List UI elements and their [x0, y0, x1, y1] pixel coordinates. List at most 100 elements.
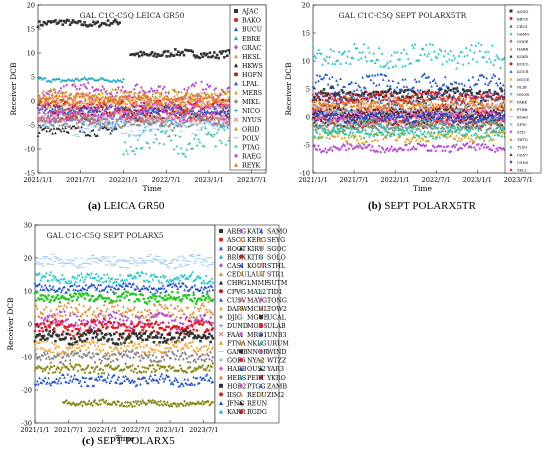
panel-a-point [209, 51, 212, 54]
panel-a-point [177, 50, 180, 53]
panel-a-legend-marker [234, 18, 238, 22]
panel-a-xtick-label: 2023/1/1 [194, 176, 223, 184]
panel-a-xtick-label: 2021/1/1 [23, 176, 52, 184]
panel-a-ytick-label: -10 [25, 146, 35, 154]
panel-a-legend-label: BAKO [242, 18, 261, 25]
panel-a-point [41, 24, 44, 27]
panel-b-point [399, 91, 402, 94]
panel-a-ytick-label: 0 [31, 98, 35, 106]
panel-b-point [349, 91, 352, 94]
panel-a-legend-label: MIKL [242, 99, 261, 106]
panel-a-point [139, 51, 142, 54]
panel-a-title: GAL C1C-C5Q LEICA GR50 [80, 11, 185, 20]
panel-a-point [155, 55, 158, 58]
panel-a-legend-label: HKWS [242, 63, 263, 70]
panel-a-point [164, 50, 167, 53]
panel-a-point [83, 21, 86, 24]
panel-a-legend-label: RAEG [242, 153, 261, 160]
panel-a-point [79, 20, 82, 23]
panel-a-point [216, 54, 219, 57]
panel-a-ytick-label: 10 [27, 50, 35, 58]
panel-a-point [227, 49, 230, 52]
panel-a-point [52, 104, 55, 107]
panel-a-point [212, 55, 215, 58]
panel-b-point [401, 95, 404, 98]
panel-a-legend-label: HOFN [242, 72, 263, 79]
panel-a-point [191, 51, 194, 54]
panel-a-xtick-label: 2022/7/1 [152, 176, 181, 184]
panel-a-point [141, 54, 144, 57]
panel-a-point [207, 56, 210, 59]
panel-a-point [154, 52, 157, 55]
panel-a-point [183, 54, 186, 57]
panel-a-point [199, 57, 202, 60]
panel-b-point [323, 88, 326, 91]
panel-a-point [175, 53, 178, 56]
panel-b-point [397, 124, 400, 127]
panel-a-legend-marker [234, 72, 238, 76]
panel-a-point [96, 21, 99, 24]
panel-a-legend-label: GRAC [242, 45, 261, 52]
panel-a-point [181, 51, 184, 54]
panel-a-ylabel: Receiver DCB [9, 62, 18, 116]
panel-a-point [38, 20, 41, 23]
panel-a-ytick-label: 20 [27, 2, 35, 10]
panel-b-point [456, 90, 459, 93]
panel-a-point [201, 55, 204, 58]
panel-a-legend-label: POLV [242, 135, 260, 142]
panel-a-point [161, 54, 164, 57]
panel-a-point [54, 19, 57, 22]
panel-a-xtick-label: 2021/7/1 [66, 176, 95, 184]
panel-a-legend-marker [234, 9, 238, 13]
panel-a-point [174, 48, 177, 51]
panel-a-ytick-label: 5 [31, 74, 35, 82]
panel-a-point [61, 23, 64, 26]
panel-a-legend-label: NYUS [242, 117, 261, 124]
panel-a-legend-label: PTAG [242, 144, 260, 151]
panel-a-point [165, 55, 168, 58]
panel-b-point [404, 89, 407, 92]
panel-a-point [217, 57, 220, 60]
panel-a-point [45, 23, 48, 26]
panel-a-legend-label: EBRE [242, 36, 261, 43]
panel-a-point [168, 55, 171, 58]
panel-a-point [200, 53, 203, 56]
panel-a-point [91, 24, 94, 27]
panel-a-point [67, 19, 70, 22]
panel-a-point [214, 56, 217, 59]
panel-a-point [173, 54, 176, 57]
panel-a-point [206, 53, 209, 56]
panel-a-legend-label: AJAC [241, 9, 259, 16]
panel-a-legend-label: MERS [242, 90, 262, 97]
panel-a-point [37, 26, 40, 29]
panel-a-point [82, 24, 85, 27]
panel-b-point [479, 90, 482, 93]
panel-a-legend-label: REYK [242, 162, 260, 169]
panel-a-legend: AJACBAKOBUCUEBREGRACHKSLHKWSHOFNLPALMERS… [230, 5, 266, 170]
panel-a-point [225, 50, 228, 53]
panel-a-legend-label: LPAL [242, 81, 259, 88]
panel-b-point [501, 90, 504, 93]
panel-a-xtick-label: 2023/7/1 [237, 176, 266, 184]
panel-a-point [64, 21, 67, 24]
panel-a-xtick-label: 2022/1/1 [109, 176, 138, 184]
panel-a-legend-label: ORID [242, 126, 259, 133]
panel-a-point [149, 115, 152, 118]
panel-a-point [226, 54, 229, 57]
panel-a-point [222, 50, 225, 53]
panel-a-point [138, 55, 141, 58]
panel-b-point [396, 92, 399, 95]
panel-a-point [60, 20, 63, 23]
panel-a-point [213, 51, 216, 54]
panel-a-point [167, 50, 170, 53]
panel-a-legend-label: HKSL [242, 54, 262, 61]
panel-b-point [427, 89, 430, 92]
panel-b-point [389, 88, 392, 91]
panel-a-point [118, 21, 121, 24]
panel-b-point [324, 122, 327, 125]
panel-a-point [223, 56, 226, 59]
panel-a-point [105, 24, 108, 27]
